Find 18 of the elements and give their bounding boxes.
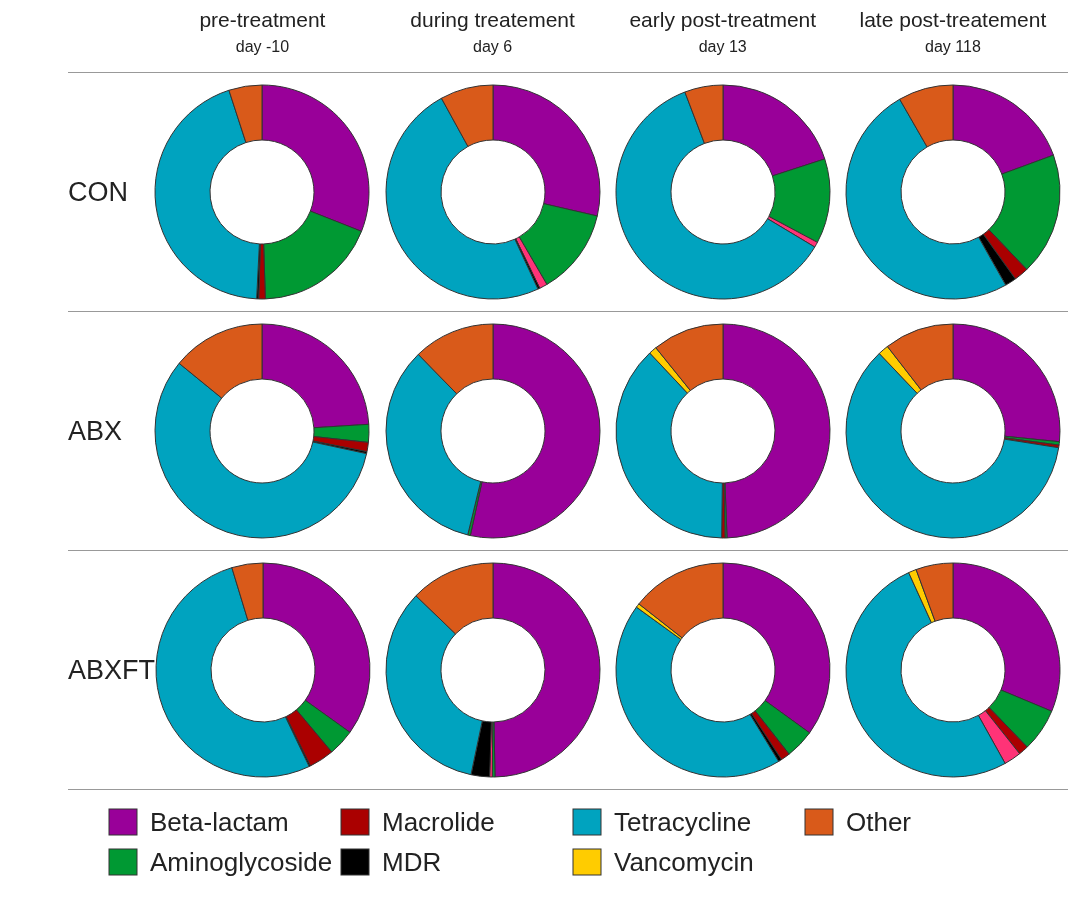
- chart-title: during treatement: [409, 8, 576, 32]
- text: ABXFT: [68, 654, 156, 685]
- legend-label: Vancomycin: [614, 846, 754, 878]
- legend-label: MDR: [382, 846, 442, 878]
- chart-subtitle: day 6: [472, 38, 514, 56]
- chart-title: pre-treatment: [198, 8, 327, 32]
- legend-label: Other: [846, 806, 912, 838]
- chart-title: late post-treatement: [858, 8, 1048, 32]
- legend-label: Aminoglycoside: [150, 846, 333, 878]
- chart-title: early post-treatment: [628, 8, 818, 32]
- text: CON: [68, 176, 128, 207]
- legend-label: Beta-lactam: [150, 806, 289, 838]
- text: ABX: [68, 415, 123, 446]
- chart-subtitle: day -10: [234, 38, 291, 56]
- chart-subtitle: day 13: [697, 38, 748, 56]
- legend-label: Tetracycline: [614, 806, 752, 838]
- legend-label: Macrolide: [382, 806, 495, 838]
- chart-subtitle: day 118: [924, 38, 982, 56]
